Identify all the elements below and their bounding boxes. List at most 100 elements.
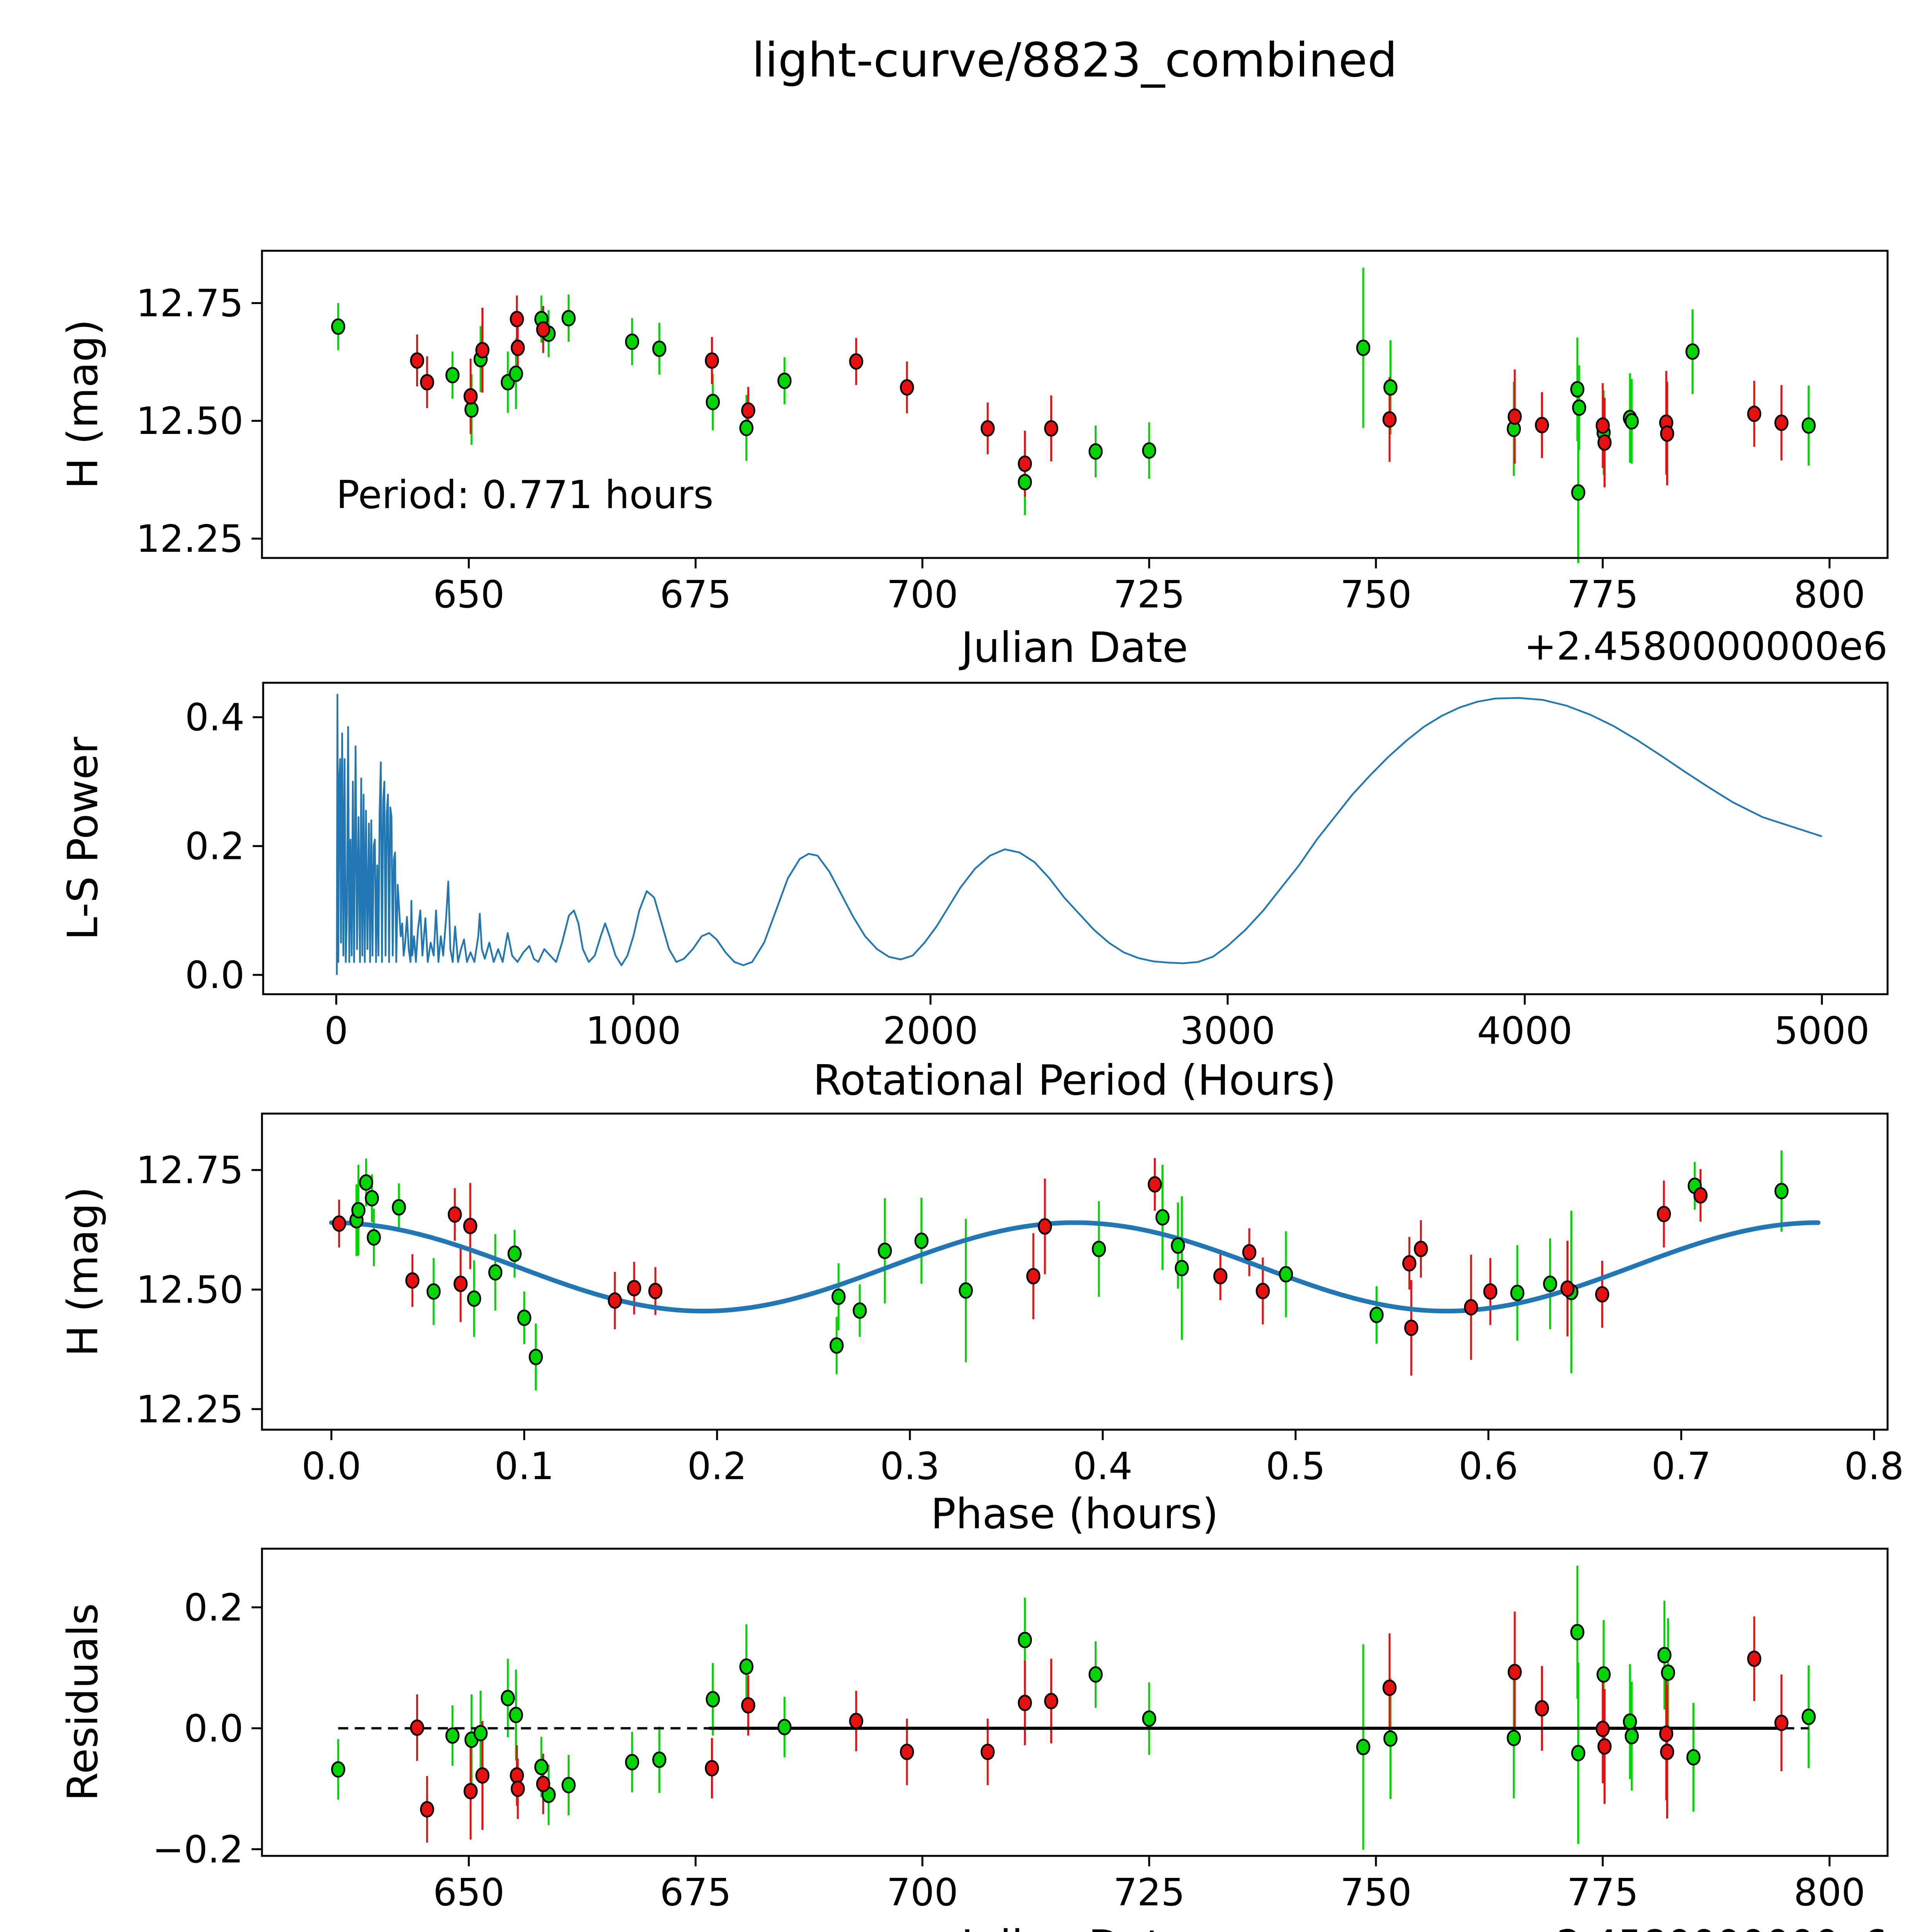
- data-point-red: [705, 1760, 719, 1777]
- y-tick-label: 12.75: [136, 1148, 243, 1192]
- x-tick-label: 650: [433, 1871, 505, 1914]
- data-point-red: [1535, 1700, 1549, 1717]
- data-point-red: [420, 1801, 434, 1818]
- data-point-red: [849, 1713, 863, 1730]
- data-point-green: [1383, 1730, 1398, 1747]
- x-tick-label: 725: [1113, 1871, 1185, 1914]
- sinusoid-fit: [329, 1220, 1821, 1314]
- data-point-green: [359, 1174, 373, 1191]
- data-point-red: [1018, 1694, 1032, 1711]
- phase-ylabel: H (mag): [59, 1187, 107, 1357]
- data-point-green: [1661, 1664, 1675, 1681]
- data-point-green: [1572, 399, 1587, 416]
- phase-axes: 0.0 0.1 0.2 0.3 0.4 0.5 0.6 0.7 0.8 12.25 12.50 12.…: [136, 1112, 1904, 1488]
- data-point-red: [1255, 1282, 1270, 1299]
- data-point-green: [500, 1690, 515, 1706]
- apparition-1-green-errorbars: [337, 267, 1810, 563]
- x-tick-label: 750: [1340, 573, 1412, 616]
- y-tick-label: 0.0: [185, 953, 245, 997]
- data-point-red: [1483, 1283, 1498, 1300]
- y-tick-label: 12.50: [136, 1268, 243, 1311]
- data-point-green: [1657, 1647, 1672, 1663]
- data-point-green: [652, 1751, 667, 1768]
- data-point-green: [1356, 339, 1371, 356]
- axes-spines: [261, 250, 1889, 559]
- data-point-green: [1571, 1745, 1585, 1762]
- x-tick-label: 750: [1340, 1871, 1412, 1914]
- data-point-green: [1279, 1266, 1293, 1283]
- apparition-1-green-markers: [331, 1624, 1816, 1803]
- x-tick-label: 4000: [1477, 1009, 1573, 1053]
- data-point-green: [1507, 1730, 1521, 1747]
- residuals-xlabel: Julian Date: [961, 1922, 1188, 1932]
- data-point-red: [463, 1783, 478, 1799]
- x-tick-label: 5000: [1774, 1009, 1870, 1053]
- data-point-green: [739, 1658, 753, 1675]
- data-point-green: [1356, 1739, 1371, 1755]
- data-point-green: [445, 1727, 460, 1744]
- data-point-green: [1175, 1260, 1189, 1276]
- apparition-1-green-markers: [331, 310, 1816, 501]
- data-point-red: [1044, 1693, 1058, 1709]
- data-point-red: [1597, 434, 1612, 451]
- data-point-red: [980, 1743, 995, 1760]
- data-point-green: [561, 1777, 576, 1794]
- x-tick-label: 725: [1113, 573, 1185, 616]
- data-point-green: [706, 1691, 720, 1708]
- data-point-red: [849, 353, 863, 370]
- x-tick-label: 0.2: [687, 1444, 747, 1488]
- data-point-green: [1624, 413, 1639, 430]
- data-point-red: [1747, 1650, 1762, 1667]
- data-point-green: [1624, 1728, 1639, 1745]
- y-tick-label: 0.2: [184, 1586, 243, 1629]
- data-point-green: [829, 1337, 844, 1354]
- x-tick-label: 0.8: [1844, 1444, 1904, 1488]
- data-point-green: [1088, 443, 1103, 460]
- data-point-red: [608, 1292, 622, 1309]
- apparition-1-green-markers: [349, 1174, 1789, 1366]
- data-point-green: [1018, 474, 1032, 490]
- apparition-2-red-markers: [410, 1650, 1789, 1818]
- data-point-red: [741, 402, 755, 419]
- data-point-red: [1507, 408, 1522, 425]
- lightcurve-ylabel: H (mag): [59, 319, 107, 489]
- data-point-green: [739, 420, 753, 436]
- data-point-green: [1543, 1276, 1557, 1292]
- data-point-green: [1383, 379, 1398, 396]
- residuals-ylabel: Residuals: [59, 1603, 107, 1801]
- data-point-green: [1596, 1666, 1611, 1683]
- x-tick-label: 700: [887, 1871, 958, 1914]
- data-point-red: [510, 339, 525, 356]
- data-point-green: [852, 1302, 867, 1319]
- figure-title: light-curve/8823_combined: [752, 33, 1398, 88]
- y-tick-label: 12.50: [136, 399, 243, 443]
- x-tick-label: 675: [660, 1871, 731, 1914]
- data-point-green: [777, 1719, 792, 1735]
- data-point-red: [536, 1776, 551, 1793]
- x-tick-label: 800: [1794, 1871, 1865, 1914]
- data-point-green: [1686, 1749, 1701, 1766]
- y-tick-label: 12.25: [136, 1388, 243, 1431]
- data-point-red: [1597, 1738, 1612, 1755]
- data-point-red: [510, 1781, 525, 1797]
- apparition-2-red-markers: [332, 1176, 1708, 1336]
- lightcurve-xlabel: Julian Date: [961, 624, 1188, 672]
- data-point-green: [1801, 1708, 1816, 1725]
- data-point-green: [1088, 1666, 1103, 1683]
- data-point-green: [652, 340, 667, 357]
- data-point-green: [517, 1310, 531, 1326]
- y-tick-label: 12.25: [136, 517, 243, 561]
- data-point-green: [365, 1190, 379, 1207]
- data-point-red: [1148, 1176, 1162, 1193]
- data-point-red: [1018, 455, 1032, 472]
- data-point-green: [625, 333, 639, 350]
- data-point-red: [463, 1218, 478, 1235]
- data-point-red: [1414, 1240, 1428, 1257]
- phase-xlabel: Phase (hours): [930, 1490, 1219, 1538]
- x-tick-label: 675: [660, 573, 731, 616]
- data-point-red: [1656, 1206, 1671, 1223]
- periodogram-xlabel: Rotational Period (Hours): [813, 1056, 1336, 1105]
- data-point-green: [1623, 1713, 1637, 1730]
- data-point-red: [420, 374, 434, 391]
- axes-spines: [262, 682, 1889, 995]
